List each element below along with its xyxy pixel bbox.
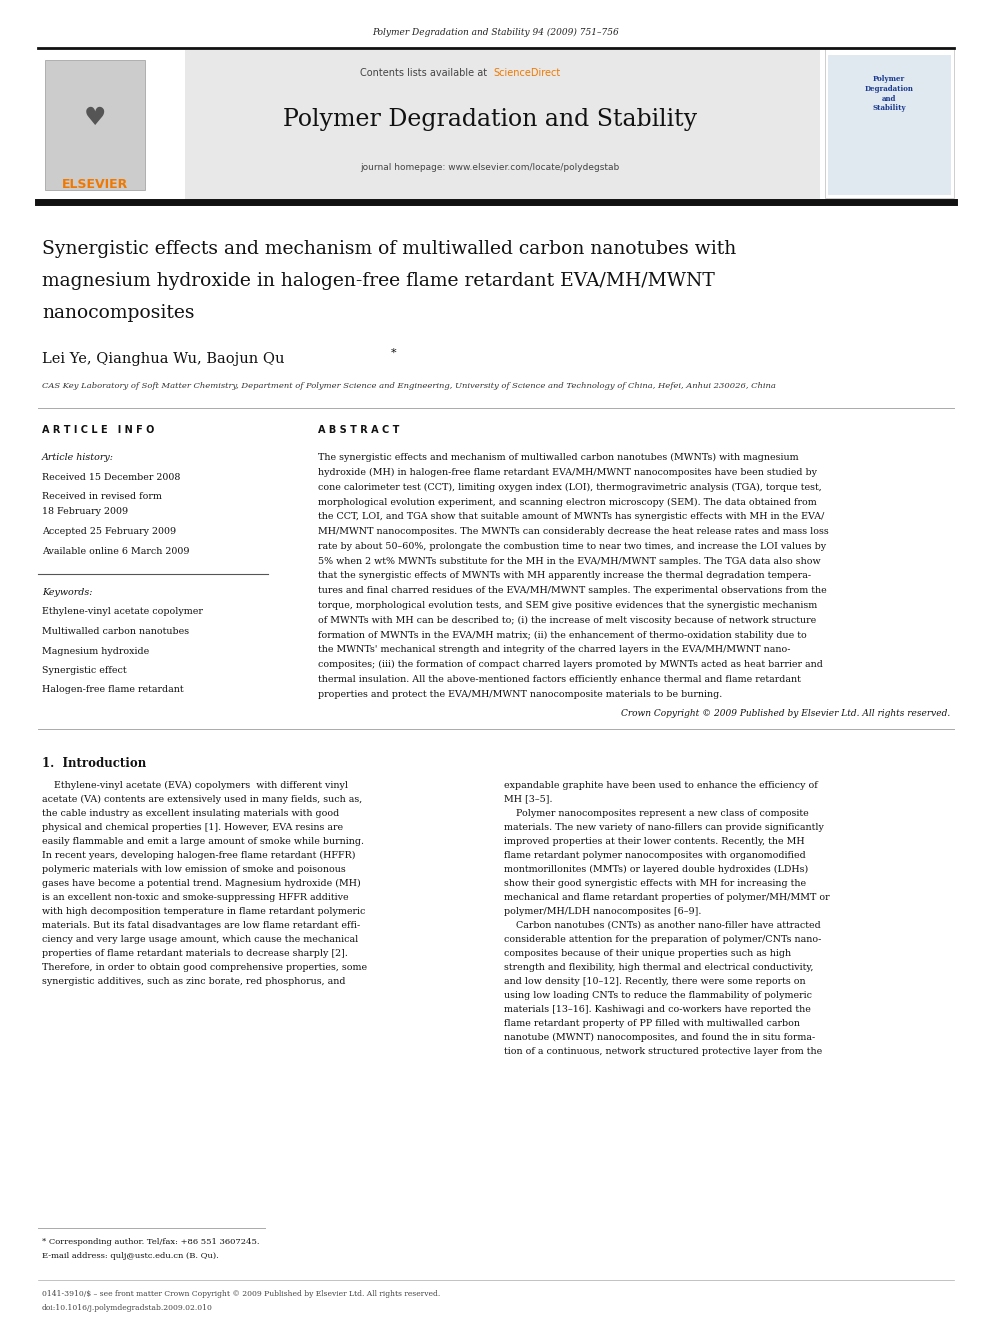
Bar bbox=[825, 48, 954, 198]
Text: Contents lists available at: Contents lists available at bbox=[360, 67, 490, 78]
Text: ♥: ♥ bbox=[83, 106, 106, 130]
Text: composites; (iii) the formation of compact charred layers promoted by MWNTs acte: composites; (iii) the formation of compa… bbox=[318, 660, 823, 669]
Text: properties and protect the EVA/MH/MWNT nanocomposite materials to be burning.: properties and protect the EVA/MH/MWNT n… bbox=[318, 689, 722, 699]
Text: A R T I C L E   I N F O: A R T I C L E I N F O bbox=[42, 425, 155, 435]
Text: Polymer nanocomposites represent a new class of composite: Polymer nanocomposites represent a new c… bbox=[504, 808, 808, 818]
Text: Keywords:: Keywords: bbox=[42, 587, 92, 597]
Text: the CCT, LOI, and TGA show that suitable amount of MWNTs has synergistic effects: the CCT, LOI, and TGA show that suitable… bbox=[318, 512, 824, 521]
Text: Halogen-free flame retardant: Halogen-free flame retardant bbox=[42, 685, 184, 695]
Text: torque, morphological evolution tests, and SEM give positive evidences that the : torque, morphological evolution tests, a… bbox=[318, 601, 817, 610]
Text: the cable industry as excellent insulating materials with good: the cable industry as excellent insulati… bbox=[42, 808, 339, 818]
Bar bbox=[828, 56, 951, 194]
Text: Ethylene-vinyl acetate copolymer: Ethylene-vinyl acetate copolymer bbox=[42, 607, 203, 617]
Text: flame retardant property of PP filled with multiwalled carbon: flame retardant property of PP filled wi… bbox=[504, 1019, 800, 1028]
Text: The synergistic effects and mechanism of multiwalled carbon nanotubes (MWNTs) wi: The synergistic effects and mechanism of… bbox=[318, 452, 799, 462]
Text: materials [13–16]. Kashiwagi and co-workers have reported the: materials [13–16]. Kashiwagi and co-work… bbox=[504, 1004, 810, 1013]
Text: flame retardant polymer nanocomposites with organomodified: flame retardant polymer nanocomposites w… bbox=[504, 851, 806, 860]
Text: and low density [10–12]. Recently, there were some reports on: and low density [10–12]. Recently, there… bbox=[504, 976, 806, 986]
Text: ELSEVIER: ELSEVIER bbox=[62, 179, 128, 191]
Text: polymer/MH/LDH nanocomposites [6–9].: polymer/MH/LDH nanocomposites [6–9]. bbox=[504, 906, 701, 916]
Text: materials. The new variety of nano-fillers can provide significantly: materials. The new variety of nano-fille… bbox=[504, 823, 824, 832]
Text: strength and flexibility, high thermal and electrical conductivity,: strength and flexibility, high thermal a… bbox=[504, 963, 813, 971]
Text: Carbon nanotubes (CNTs) as another nano-filler have attracted: Carbon nanotubes (CNTs) as another nano-… bbox=[504, 921, 820, 930]
Text: ciency and very large usage amount, which cause the mechanical: ciency and very large usage amount, whic… bbox=[42, 934, 358, 943]
Text: nanotube (MWNT) nanocomposites, and found the in situ forma-: nanotube (MWNT) nanocomposites, and foun… bbox=[504, 1032, 815, 1041]
Text: formation of MWNTs in the EVA/MH matrix; (ii) the enhancement of thermo-oxidatio: formation of MWNTs in the EVA/MH matrix;… bbox=[318, 631, 806, 640]
Text: MH/MWNT nanocomposites. The MWNTs can considerably decrease the heat release rat: MH/MWNT nanocomposites. The MWNTs can co… bbox=[318, 527, 828, 536]
Text: physical and chemical properties [1]. However, EVA resins are: physical and chemical properties [1]. Ho… bbox=[42, 823, 343, 832]
Text: gases have become a potential trend. Magnesium hydroxide (MH): gases have become a potential trend. Mag… bbox=[42, 878, 361, 888]
Text: Polymer Degradation and Stability: Polymer Degradation and Stability bbox=[283, 108, 697, 131]
Text: materials. But its fatal disadvantages are low flame retardant effi-: materials. But its fatal disadvantages a… bbox=[42, 921, 360, 930]
Text: E-mail address: qulj@ustc.edu.cn (B. Qu).: E-mail address: qulj@ustc.edu.cn (B. Qu)… bbox=[42, 1252, 219, 1259]
Bar bbox=[45, 60, 145, 191]
Text: acetate (VA) contents are extensively used in many fields, such as,: acetate (VA) contents are extensively us… bbox=[42, 795, 362, 804]
Text: using low loading CNTs to reduce the flammability of polymeric: using low loading CNTs to reduce the fla… bbox=[504, 991, 812, 1000]
Text: 18 February 2009: 18 February 2009 bbox=[42, 508, 128, 516]
Text: magnesium hydroxide in halogen-free flame retardant EVA/MH/MWNT: magnesium hydroxide in halogen-free flam… bbox=[42, 273, 715, 290]
Text: montmorillonites (MMTs) or layered double hydroxides (LDHs): montmorillonites (MMTs) or layered doubl… bbox=[504, 865, 808, 873]
Text: easily flammable and emit a large amount of smoke while burning.: easily flammable and emit a large amount… bbox=[42, 836, 364, 845]
Text: Synergistic effect: Synergistic effect bbox=[42, 665, 127, 675]
Text: Therefore, in order to obtain good comprehensive properties, some: Therefore, in order to obtain good compr… bbox=[42, 963, 367, 971]
Text: *: * bbox=[391, 348, 397, 359]
Text: * Corresponding author. Tel/fax: +86 551 3607245.: * Corresponding author. Tel/fax: +86 551… bbox=[42, 1238, 260, 1246]
Text: Article history:: Article history: bbox=[42, 452, 114, 462]
Text: nanocomposites: nanocomposites bbox=[42, 304, 194, 321]
Text: expandable graphite have been used to enhance the efficiency of: expandable graphite have been used to en… bbox=[504, 781, 817, 790]
Text: with high decomposition temperature in flame retardant polymeric: with high decomposition temperature in f… bbox=[42, 906, 365, 916]
Text: tion of a continuous, network structured protective layer from the: tion of a continuous, network structured… bbox=[504, 1046, 822, 1056]
Text: 5% when 2 wt% MWNTs substitute for the MH in the EVA/MH/MWNT samples. The TGA da: 5% when 2 wt% MWNTs substitute for the M… bbox=[318, 557, 820, 566]
Text: synergistic additives, such as zinc borate, red phosphorus, and: synergistic additives, such as zinc bora… bbox=[42, 976, 345, 986]
Text: of MWNTs with MH can be described to; (i) the increase of melt viscosity because: of MWNTs with MH can be described to; (i… bbox=[318, 615, 816, 624]
Text: Received in revised form: Received in revised form bbox=[42, 492, 162, 501]
Text: rate by about 50–60%, prolongate the combustion time to near two times, and incr: rate by about 50–60%, prolongate the com… bbox=[318, 542, 826, 550]
Text: Available online 6 March 2009: Available online 6 March 2009 bbox=[42, 546, 189, 556]
Text: Received 15 December 2008: Received 15 December 2008 bbox=[42, 472, 181, 482]
Text: 0141-3910/$ – see front matter Crown Copyright © 2009 Published by Elsevier Ltd.: 0141-3910/$ – see front matter Crown Cop… bbox=[42, 1290, 440, 1298]
Text: composites because of their unique properties such as high: composites because of their unique prope… bbox=[504, 949, 792, 958]
Text: A B S T R A C T: A B S T R A C T bbox=[318, 425, 400, 435]
Bar bbox=[38, 50, 820, 200]
Text: Lei Ye, Qianghua Wu, Baojun Qu: Lei Ye, Qianghua Wu, Baojun Qu bbox=[42, 352, 285, 366]
Text: the MWNTs' mechanical strength and integrity of the charred layers in the EVA/MH: the MWNTs' mechanical strength and integ… bbox=[318, 646, 791, 655]
Bar bbox=[38, 50, 185, 200]
Text: tures and final charred residues of the EVA/MH/MWNT samples. The experimental ob: tures and final charred residues of the … bbox=[318, 586, 826, 595]
Text: Crown Copyright © 2009 Published by Elsevier Ltd. All rights reserved.: Crown Copyright © 2009 Published by Else… bbox=[621, 709, 950, 717]
Text: MH [3–5].: MH [3–5]. bbox=[504, 795, 553, 803]
Text: Polymer Degradation and Stability 94 (2009) 751–756: Polymer Degradation and Stability 94 (20… bbox=[373, 28, 619, 37]
Text: thermal insulation. All the above-mentioned factors efficiently enhance thermal : thermal insulation. All the above-mentio… bbox=[318, 675, 801, 684]
Text: ScienceDirect: ScienceDirect bbox=[493, 67, 560, 78]
Text: CAS Key Laboratory of Soft Matter Chemistry, Department of Polymer Science and E: CAS Key Laboratory of Soft Matter Chemis… bbox=[42, 382, 776, 390]
Text: improved properties at their lower contents. Recently, the MH: improved properties at their lower conte… bbox=[504, 836, 805, 845]
Text: Accepted 25 February 2009: Accepted 25 February 2009 bbox=[42, 527, 177, 536]
Text: journal homepage: www.elsevier.com/locate/polydegstab: journal homepage: www.elsevier.com/locat… bbox=[360, 163, 620, 172]
Text: show their good synergistic effects with MH for increasing the: show their good synergistic effects with… bbox=[504, 878, 806, 888]
Text: Synergistic effects and mechanism of multiwalled carbon nanotubes with: Synergistic effects and mechanism of mul… bbox=[42, 239, 736, 258]
Text: considerable attention for the preparation of polymer/CNTs nano-: considerable attention for the preparati… bbox=[504, 934, 821, 943]
Text: cone calorimeter test (CCT), limiting oxygen index (LOI), thermogravimetric anal: cone calorimeter test (CCT), limiting ox… bbox=[318, 483, 821, 492]
Text: properties of flame retardant materials to decrease sharply [2].: properties of flame retardant materials … bbox=[42, 949, 348, 958]
Text: Magnesium hydroxide: Magnesium hydroxide bbox=[42, 647, 149, 655]
Text: Multiwalled carbon nanotubes: Multiwalled carbon nanotubes bbox=[42, 627, 189, 636]
Text: polymeric materials with low emission of smoke and poisonous: polymeric materials with low emission of… bbox=[42, 865, 346, 873]
Text: that the synergistic effects of MWNTs with MH apparently increase the thermal de: that the synergistic effects of MWNTs wi… bbox=[318, 572, 811, 581]
Text: 1.  Introduction: 1. Introduction bbox=[42, 757, 146, 770]
Text: In recent years, developing halogen-free flame retardant (HFFR): In recent years, developing halogen-free… bbox=[42, 851, 355, 860]
Text: mechanical and flame retardant properties of polymer/MH/MMT or: mechanical and flame retardant propertie… bbox=[504, 893, 829, 901]
Text: hydroxide (MH) in halogen-free flame retardant EVA/MH/MWNT nanocomposites have b: hydroxide (MH) in halogen-free flame ret… bbox=[318, 468, 817, 476]
Text: Polymer
Degradation
and
Stability: Polymer Degradation and Stability bbox=[865, 75, 914, 112]
Text: doi:10.1016/j.polymdegradstab.2009.02.010: doi:10.1016/j.polymdegradstab.2009.02.01… bbox=[42, 1304, 213, 1312]
Text: Ethylene-vinyl acetate (EVA) copolymers  with different vinyl: Ethylene-vinyl acetate (EVA) copolymers … bbox=[42, 781, 348, 790]
Text: morphological evolution experiment, and scanning electron microscopy (SEM). The : morphological evolution experiment, and … bbox=[318, 497, 816, 507]
Text: is an excellent non-toxic and smoke-suppressing HFFR additive: is an excellent non-toxic and smoke-supp… bbox=[42, 893, 348, 901]
